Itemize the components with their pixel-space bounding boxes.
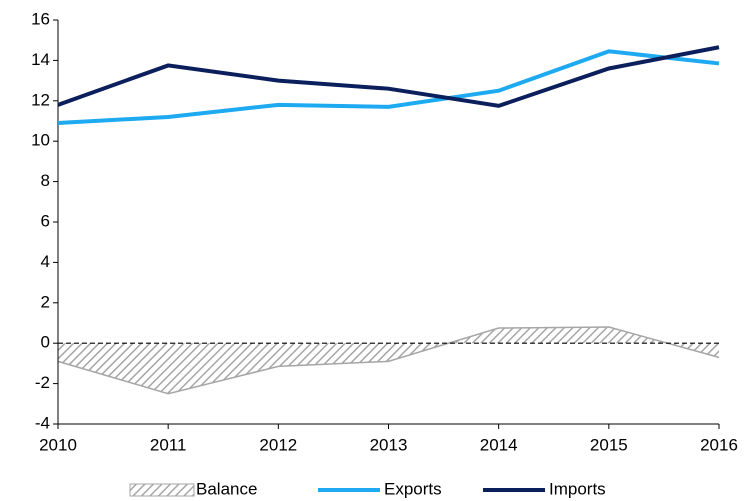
line [57,45,720,108]
y-tick-label: 4 [41,252,50,271]
legend-label: Exports [384,479,442,498]
y-tick-label: -4 [35,413,50,432]
y-tick-label: 8 [41,171,50,190]
x-tick-label: 2011 [150,435,187,454]
x-tick-label: 2015 [590,435,628,454]
y-tick-label: -2 [35,373,50,392]
line [57,49,720,126]
y-tick-label: 12 [31,90,50,109]
x-tick-label: 2013 [370,435,408,454]
y-tick-label: 10 [31,131,50,150]
x-tick-label: 2010 [39,435,77,454]
x-tick-label: 2012 [259,435,297,454]
y-tick-label: 0 [41,333,50,352]
legend-label: Balance [196,479,257,498]
y-tick-label: 16 [31,9,50,28]
legend-swatch [129,483,195,497]
x-tick-label: 2014 [480,435,518,454]
balance-outline [57,326,720,395]
x-tick-label: 2016 [700,435,738,454]
y-tick-label: 2 [41,292,50,311]
legend-label: Imports [549,479,606,498]
balance-area [58,327,719,394]
y-tick-label: 14 [31,50,50,69]
y-tick-label: 6 [41,211,50,230]
